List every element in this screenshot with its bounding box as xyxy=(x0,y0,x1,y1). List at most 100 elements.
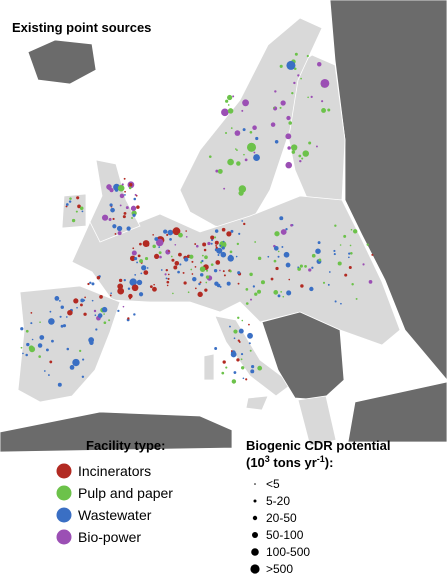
facility-dot xyxy=(230,229,234,233)
turkey xyxy=(347,381,447,443)
facility-dot xyxy=(233,329,238,334)
facility-dot xyxy=(158,246,161,248)
facility-dot xyxy=(340,302,342,305)
facility-dot xyxy=(349,251,353,255)
facility-dot xyxy=(172,227,181,236)
size-legend-unit: (103 tons yr-1): xyxy=(246,454,333,470)
facility-dot xyxy=(302,150,309,157)
facility-dot xyxy=(65,203,69,206)
facility-dot xyxy=(75,210,78,213)
legend-swatch xyxy=(56,485,72,501)
facility-dot xyxy=(317,241,321,245)
facility-dot xyxy=(101,214,109,221)
facility-dot xyxy=(348,256,350,259)
facility-dot xyxy=(321,100,324,103)
facility-dot xyxy=(317,62,322,67)
greece xyxy=(297,395,337,447)
facility-dot xyxy=(194,266,197,268)
size-legend-title: Biogenic CDR potential xyxy=(246,438,390,453)
facility-dot xyxy=(112,217,115,221)
facility-dot xyxy=(297,74,300,77)
facility-dot xyxy=(241,220,244,222)
facility-dot xyxy=(274,231,280,237)
facility-dot xyxy=(349,244,352,247)
facility-dot xyxy=(20,327,24,331)
facility-dot xyxy=(215,244,218,247)
facility-dot xyxy=(89,340,94,345)
facility-dot xyxy=(182,271,185,274)
facility-dot xyxy=(123,211,127,215)
facility-dot xyxy=(93,309,97,313)
facility-dot xyxy=(240,358,243,361)
facility-dot xyxy=(241,319,244,322)
facility-dot xyxy=(76,196,80,200)
facility-dot xyxy=(29,346,36,353)
facility-dot xyxy=(343,234,347,238)
facility-dot xyxy=(110,207,115,213)
facility-dot xyxy=(144,256,149,261)
facility-dot xyxy=(134,193,137,196)
facility-dot xyxy=(328,271,331,273)
facility-dot xyxy=(215,169,219,173)
facility-dot xyxy=(280,229,287,235)
facility-dot xyxy=(118,278,123,283)
facility-dot xyxy=(147,244,150,247)
facility-dot xyxy=(201,259,204,263)
facility-dot xyxy=(91,299,94,302)
facility-dot xyxy=(297,266,299,269)
facility-dot xyxy=(123,177,126,180)
facility-dot xyxy=(238,232,241,235)
facility-dot xyxy=(285,161,293,169)
facility-dot xyxy=(189,254,194,259)
facility-dot xyxy=(217,168,223,174)
facility-dot xyxy=(119,193,125,199)
facility-dot xyxy=(94,314,97,317)
facility-dot xyxy=(202,242,207,247)
facility-dot xyxy=(165,277,168,280)
facility-dot xyxy=(71,218,76,223)
facility-dot xyxy=(214,240,219,245)
facility-dot xyxy=(322,281,326,284)
size-swatch xyxy=(254,483,256,485)
facility-dot xyxy=(236,242,240,246)
facility-dot xyxy=(166,280,170,284)
facility-dot xyxy=(229,325,231,328)
facility-dot xyxy=(273,259,277,263)
facility-dot xyxy=(237,316,240,319)
facility-dot xyxy=(136,205,140,209)
facility-dot xyxy=(222,270,225,273)
facility-dot xyxy=(249,131,253,134)
facility-dot xyxy=(220,251,227,258)
facility-dot xyxy=(230,351,237,358)
facility-dot xyxy=(81,210,84,213)
facility-dot xyxy=(163,229,168,234)
facility-dot xyxy=(158,251,162,255)
facility-dot xyxy=(79,206,84,211)
facility-dot xyxy=(37,343,43,348)
facility-dot xyxy=(334,300,337,303)
facility-dot xyxy=(333,253,336,256)
facility-dot xyxy=(109,294,112,297)
facility-dot xyxy=(185,230,188,232)
facility-dot xyxy=(166,284,169,287)
facility-dot xyxy=(39,321,41,323)
facility-dot xyxy=(141,265,147,271)
size-swatch xyxy=(251,548,259,556)
facility-dot xyxy=(130,205,137,212)
facility-dot xyxy=(286,115,291,121)
facility-dot xyxy=(82,358,85,361)
facility-dot xyxy=(225,366,228,369)
facility-dot xyxy=(281,246,284,248)
facility-dot xyxy=(89,281,92,284)
facility-dot xyxy=(143,270,149,275)
facility-dot xyxy=(152,286,157,292)
facility-dot xyxy=(38,355,41,358)
facility-dot xyxy=(117,184,125,192)
facility-dot xyxy=(238,328,244,334)
facility-dot xyxy=(273,245,279,251)
facility-dot xyxy=(213,236,217,239)
size-swatch xyxy=(252,532,258,538)
facility-dot xyxy=(132,213,136,217)
facility-dot xyxy=(244,158,248,162)
facility-dot xyxy=(243,222,246,226)
